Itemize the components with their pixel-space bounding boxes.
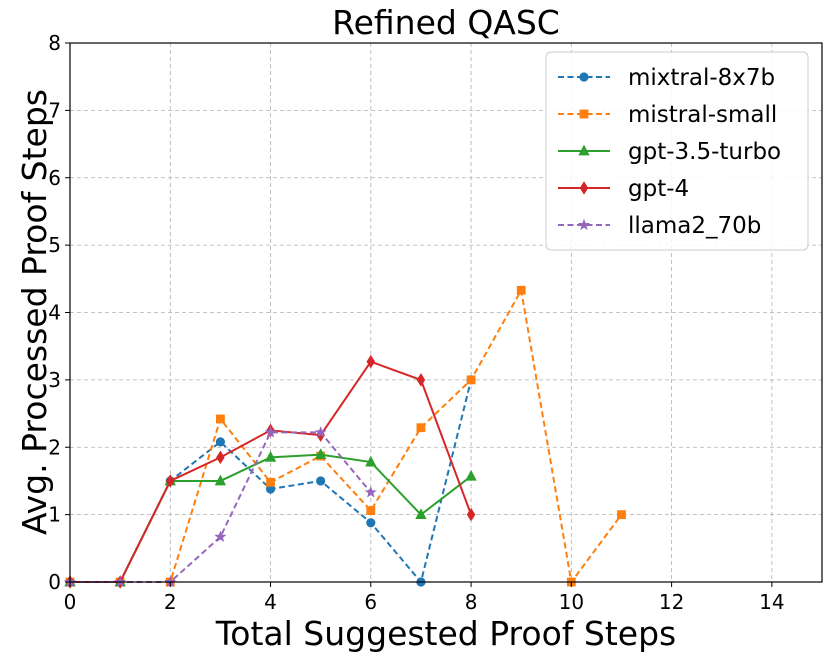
data-point <box>264 450 277 462</box>
legend: mixtral-8x7b mistral-small gpt-3.5-turbo gp… <box>545 51 809 251</box>
x-tick-label: 0 <box>64 590 77 614</box>
legend-marker <box>577 218 591 231</box>
x-tick-label: 2 <box>164 590 177 614</box>
legend-label: llama2_70b <box>628 213 761 239</box>
data-point <box>264 426 277 438</box>
data-point <box>314 426 327 438</box>
x-tick-label: 4 <box>264 590 277 614</box>
x-tick-label: 10 <box>559 590 584 614</box>
legend-label: mistral-small <box>628 102 777 128</box>
data-point <box>366 354 376 369</box>
y-axis-label: Avg. Processed Proof Steps <box>15 89 54 535</box>
x-axis-label: Total Suggested Proof Steps <box>215 614 676 653</box>
chart-title: Refined QASC <box>332 3 560 42</box>
x-tick-label: 6 <box>364 590 377 614</box>
legend-label: gpt-3.5-turbo <box>628 139 781 165</box>
data-point <box>466 507 476 522</box>
data-point <box>415 508 427 520</box>
series-layer <box>63 285 626 589</box>
data-point <box>214 530 227 542</box>
data-point <box>617 510 626 520</box>
data-point <box>216 450 225 465</box>
data-point <box>315 448 327 460</box>
data-point <box>366 518 376 528</box>
y-tick-label: 8 <box>48 31 61 55</box>
y-tick-label: 2 <box>48 435 61 459</box>
y-tick-label: 6 <box>48 166 61 190</box>
data-point <box>466 375 476 385</box>
y-tick-label: 3 <box>48 368 61 392</box>
data-point <box>215 437 225 447</box>
legend-item: gpt-4 <box>558 176 689 202</box>
data-point <box>214 474 227 486</box>
data-point <box>316 476 326 486</box>
data-point <box>416 373 426 387</box>
data-point <box>364 486 377 498</box>
legend-marker <box>579 181 589 195</box>
legend-label: gpt-4 <box>628 176 689 202</box>
data-point <box>465 469 477 481</box>
legend-item: mixtral-8x7b <box>558 65 775 91</box>
legend-item: mistral-small <box>558 102 777 128</box>
x-tick-label: 8 <box>465 590 478 614</box>
legend-item: llama2_70b <box>558 213 761 239</box>
series-mistral-small <box>65 285 626 587</box>
legend-box <box>545 51 809 251</box>
y-tick-label: 0 <box>48 570 61 594</box>
series-gpt-3.5-turbo <box>64 448 477 587</box>
legend-label: mixtral-8x7b <box>628 65 775 91</box>
data-point <box>366 506 376 515</box>
y-tick-label: 7 <box>48 98 61 122</box>
x-tick-label: 12 <box>659 590 684 614</box>
y-tick-label: 5 <box>48 233 61 257</box>
data-point <box>215 414 225 424</box>
data-point <box>365 455 377 467</box>
data-point <box>416 423 426 433</box>
legend-marker <box>579 109 589 119</box>
legend-marker <box>578 144 590 156</box>
data-point <box>165 474 175 488</box>
data-point <box>516 285 526 295</box>
legend-marker <box>579 72 589 82</box>
x-tick-label: 14 <box>759 590 784 614</box>
legend-item: gpt-3.5-turbo <box>558 139 781 165</box>
y-tick-label: 4 <box>48 301 61 325</box>
data-point <box>266 477 275 487</box>
y-tick-label: 1 <box>48 503 61 527</box>
series-line-mistral-small <box>70 287 623 585</box>
